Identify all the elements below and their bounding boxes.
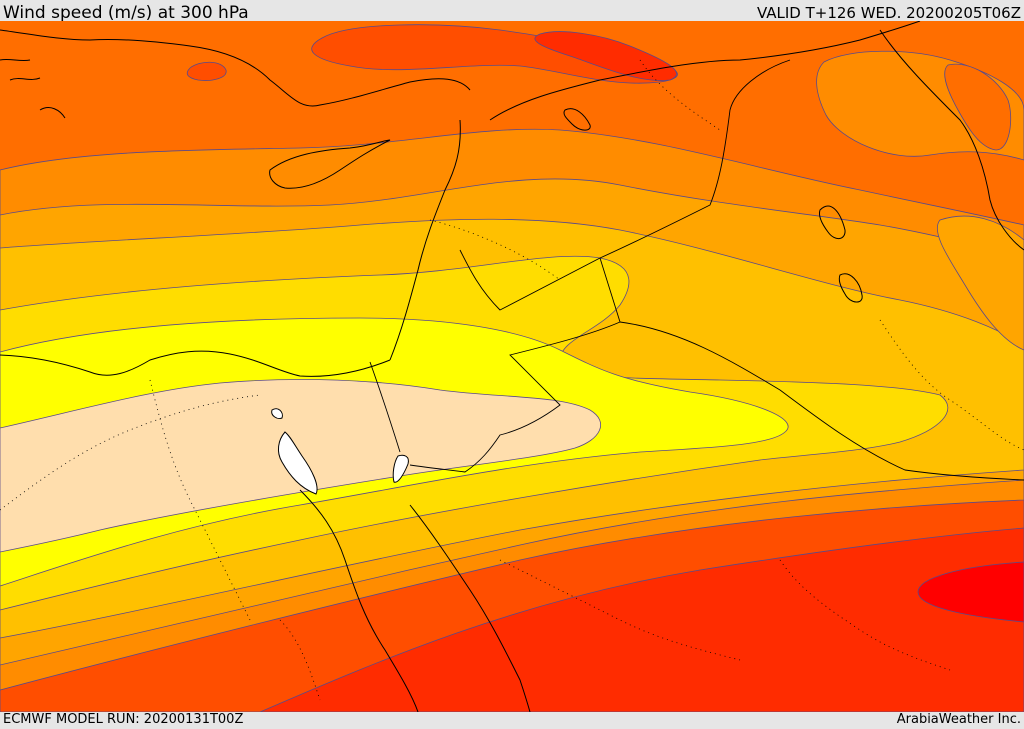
gulf-of-aqaba [392,454,409,483]
band-8-north [311,24,678,84]
wind-speed-map [0,21,1024,712]
credit: ArabiaWeather Inc. [896,712,1021,727]
small-lake [271,408,283,419]
dotted-boundaries [0,59,1024,701]
band-10-core [917,561,1024,623]
header-bar: Wind speed (m/s) at 300 hPa VALID T+126 … [0,0,1024,23]
band-6-east [936,215,1024,351]
gulf-of-suez [277,431,318,495]
coastlines [0,21,1024,712]
model-run: ECMWF MODEL RUN: 20200131T00Z [3,712,244,727]
borders [369,59,1024,481]
footer-bar: ECMWF MODEL RUN: 20200131T00Z ArabiaWeat… [0,712,1024,729]
valid-time: VALID T+126 WED. 20200205T06Z [756,4,1021,22]
band-8-small [186,61,227,81]
band-9-south [259,527,1024,712]
band-9-north [534,31,677,81]
band-7-northeast [944,63,1012,151]
map-title: Wind speed (m/s) at 300 hPa [3,3,249,23]
